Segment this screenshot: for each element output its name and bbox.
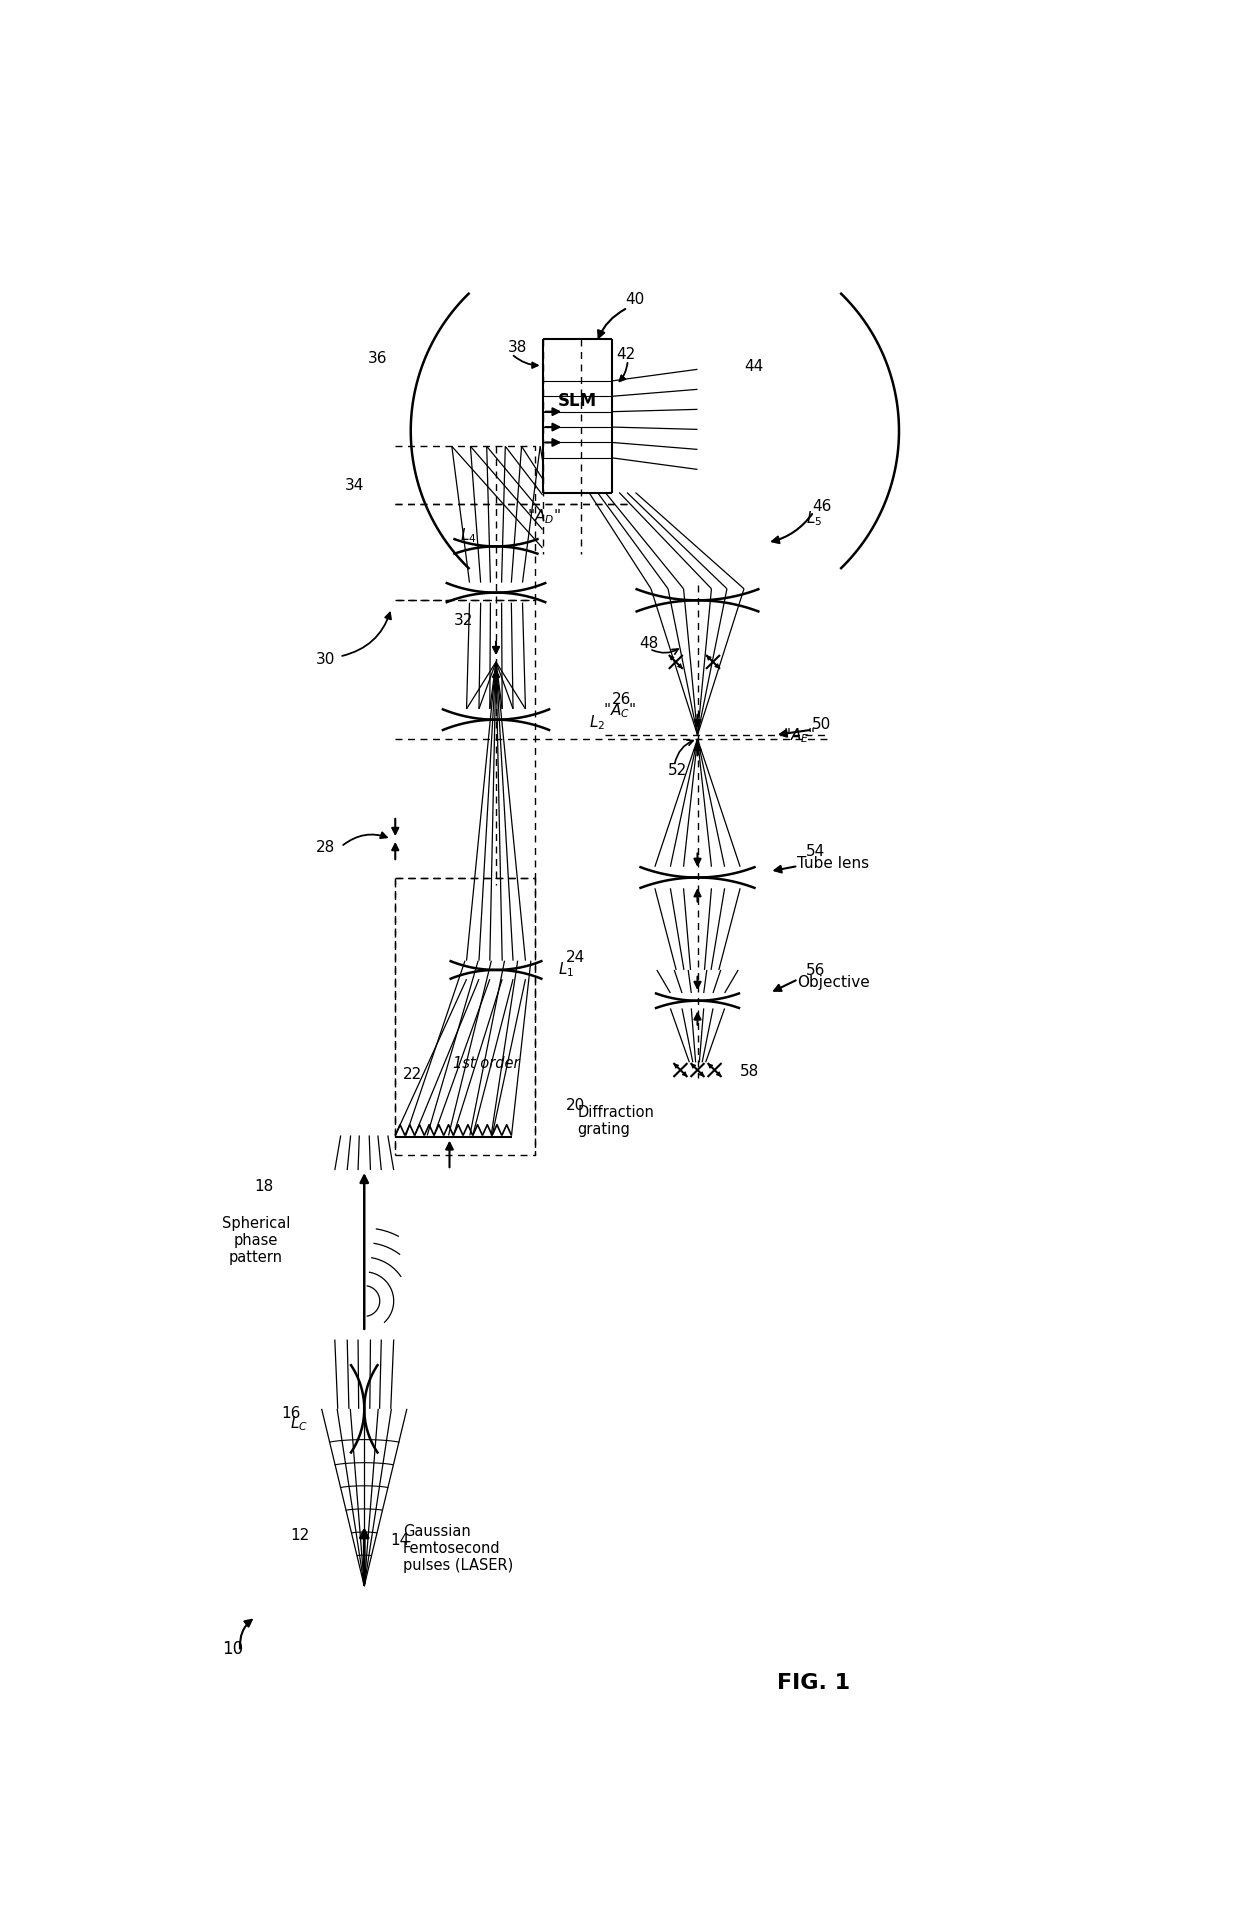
Text: "$A_D$": "$A_D$" <box>527 508 560 525</box>
Text: 36: 36 <box>368 351 388 367</box>
Text: Objective: Objective <box>797 975 869 990</box>
Text: 16: 16 <box>281 1405 301 1420</box>
Text: 1st order: 1st order <box>454 1056 520 1071</box>
Text: "$A_C$": "$A_C$" <box>603 701 636 720</box>
Text: 18: 18 <box>254 1179 273 1193</box>
Text: 14: 14 <box>389 1532 409 1548</box>
Text: 28: 28 <box>316 840 335 855</box>
Text: 22: 22 <box>403 1067 423 1083</box>
Text: $L_4$: $L_4$ <box>460 527 476 544</box>
Text: 10: 10 <box>222 1639 243 1656</box>
Text: $L_2$: $L_2$ <box>589 714 605 731</box>
Text: 34: 34 <box>345 479 365 492</box>
Text: Diffraction
grating: Diffraction grating <box>578 1104 655 1137</box>
Text: 26: 26 <box>613 691 631 706</box>
Text: 46: 46 <box>812 498 832 513</box>
Text: 38: 38 <box>507 340 527 355</box>
Text: 52: 52 <box>668 762 687 778</box>
Text: 24: 24 <box>565 950 585 965</box>
Text: 32: 32 <box>454 612 472 627</box>
Text: Tube lens: Tube lens <box>797 855 869 870</box>
Text: SLM: SLM <box>558 392 596 409</box>
Text: 48: 48 <box>640 635 658 650</box>
Text: 20: 20 <box>565 1098 585 1112</box>
Text: $L_1$: $L_1$ <box>558 959 574 979</box>
Text: Gaussian
Femtosecond
pulses (LASER): Gaussian Femtosecond pulses (LASER) <box>403 1523 513 1573</box>
Text: "$A_E$": "$A_E$" <box>782 726 815 745</box>
Text: Spherical
phase
pattern: Spherical phase pattern <box>222 1214 290 1264</box>
Text: 56: 56 <box>806 963 826 979</box>
Text: 44: 44 <box>744 359 764 374</box>
Text: 12: 12 <box>290 1527 310 1542</box>
Text: FIG. 1: FIG. 1 <box>777 1671 851 1693</box>
Text: $L_5$: $L_5$ <box>806 510 822 529</box>
Text: $L_C$: $L_C$ <box>290 1413 308 1432</box>
Text: 42: 42 <box>616 347 635 363</box>
Text: 40: 40 <box>625 291 645 307</box>
Text: 54: 54 <box>806 843 826 859</box>
Text: 50: 50 <box>811 716 831 731</box>
Text: 58: 58 <box>740 1063 759 1079</box>
Text: 30: 30 <box>316 650 335 666</box>
